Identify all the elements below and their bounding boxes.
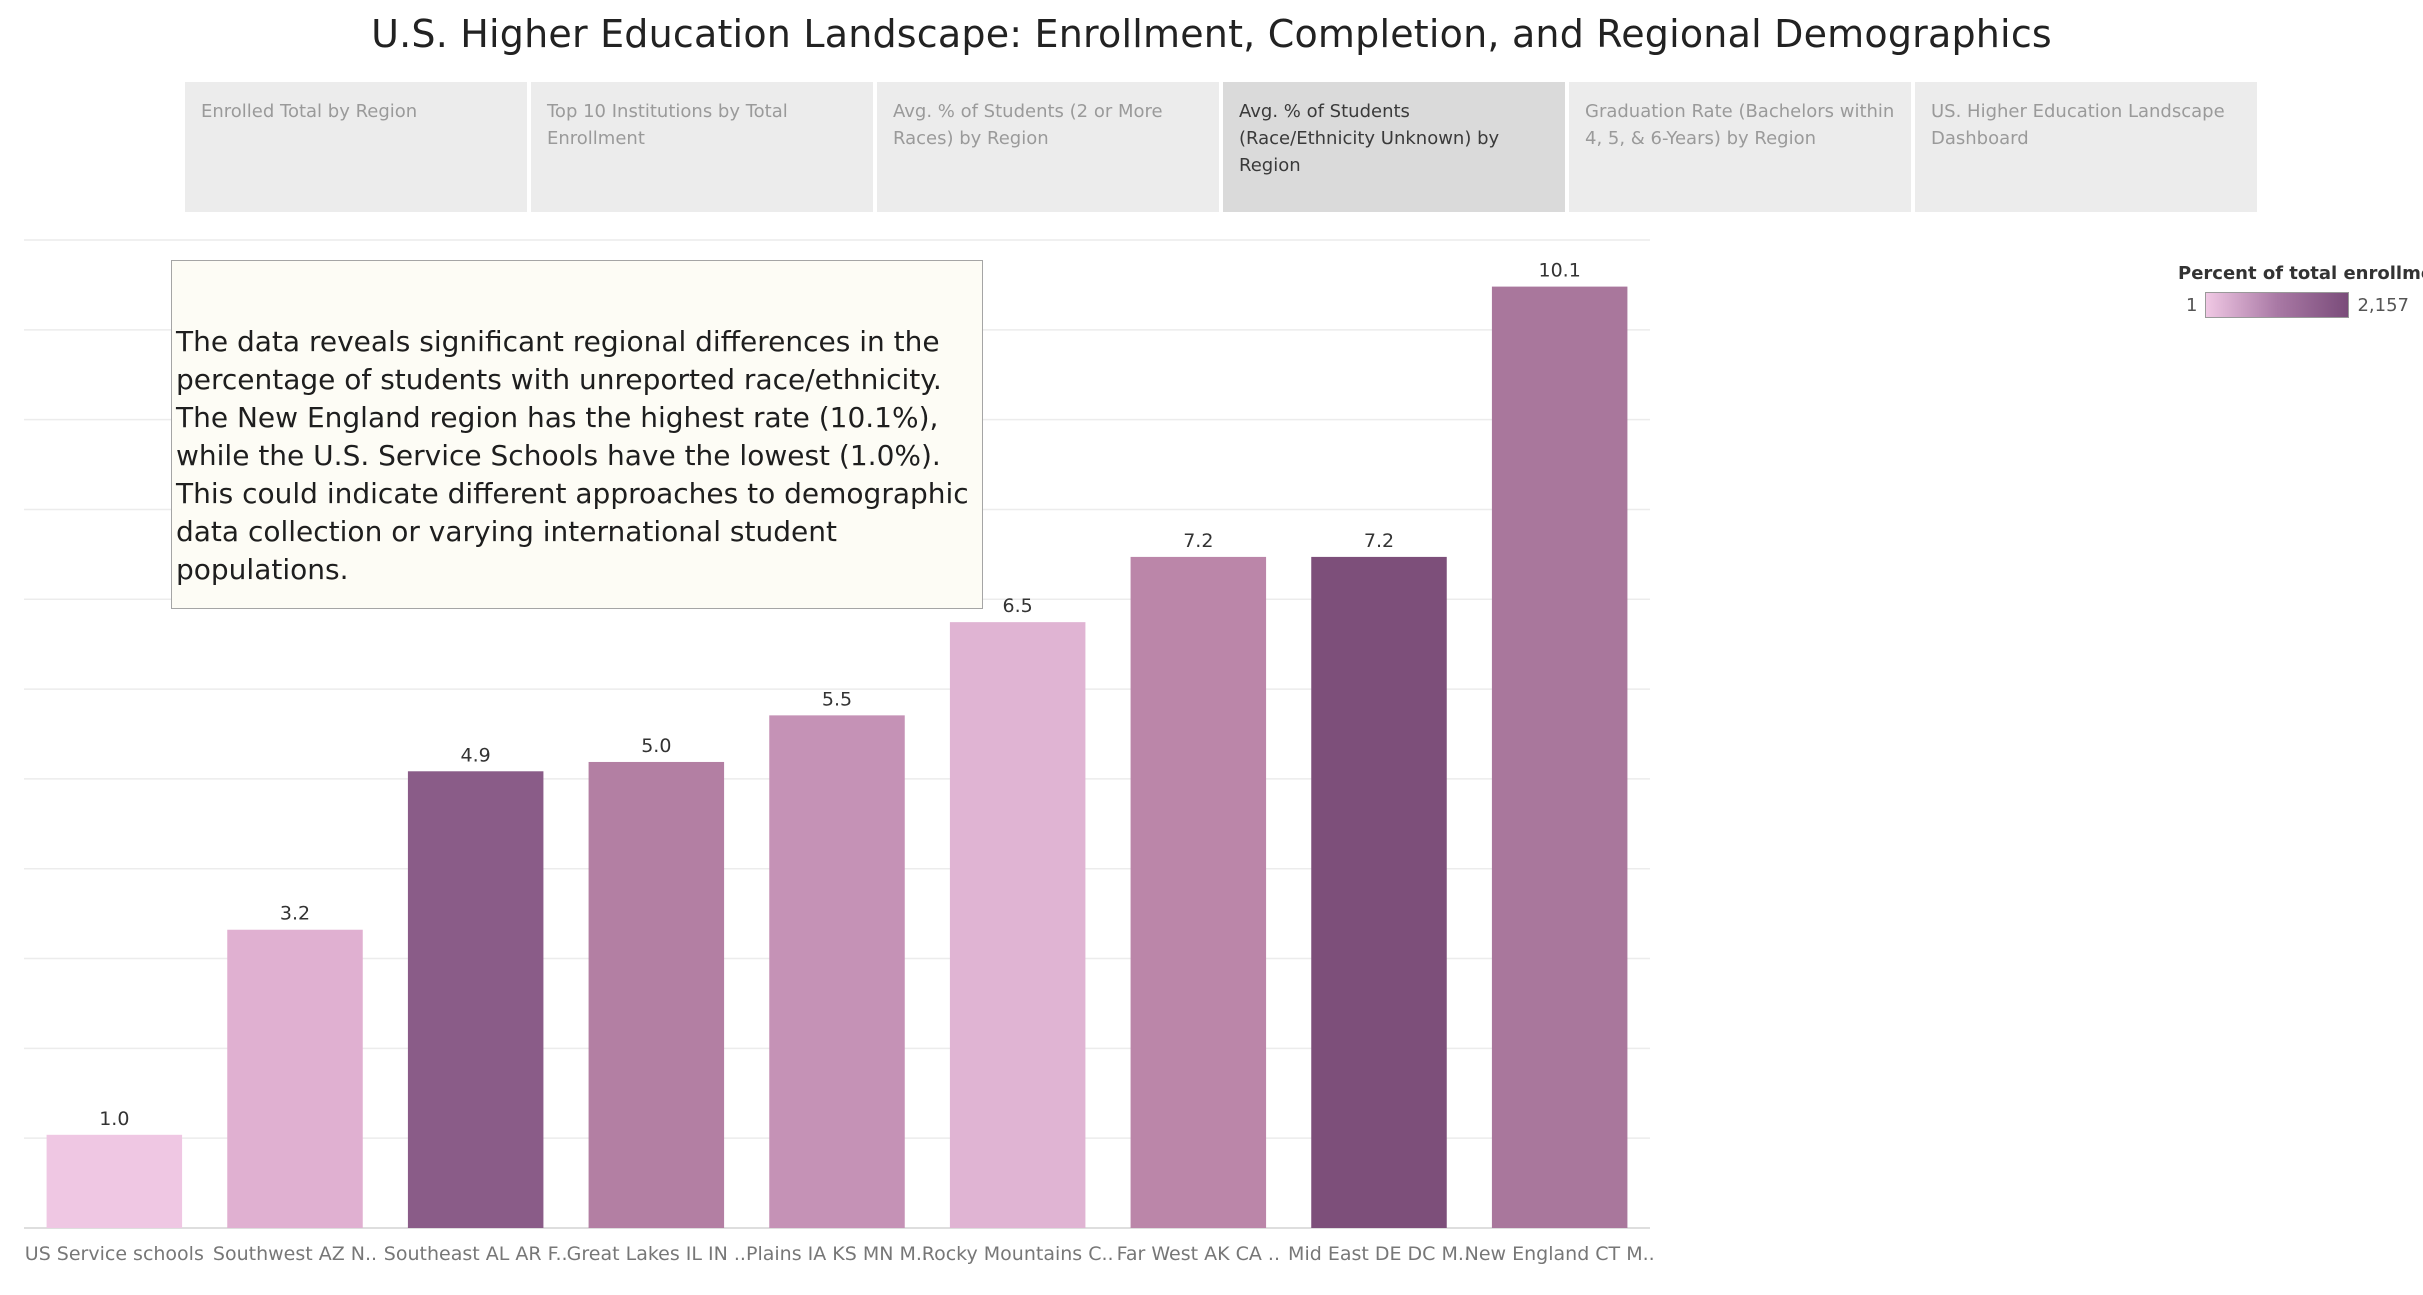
- bar-value-label: 5.0: [641, 735, 671, 757]
- color-legend: Percent of total enrollme.. 1 2,157: [2120, 263, 2423, 318]
- bar-value-label: 4.9: [461, 744, 491, 766]
- bar[interactable]: [769, 715, 905, 1228]
- legend-min-label: 1: [2186, 294, 2198, 316]
- bar[interactable]: [1491, 286, 1628, 1228]
- bar-value-label: 7.2: [1364, 530, 1394, 552]
- bar-value-label: 1.0: [99, 1108, 129, 1130]
- category-labels: US Service schools Southwest AZ N.. Southe…: [25, 1243, 1655, 1265]
- bar-value-label: 6.5: [1003, 595, 1033, 617]
- tab-race-unknown[interactable]: Avg. % of Students (Race/Ethnicity Unkno…: [1223, 82, 1565, 212]
- category-label: US Service schools: [25, 1243, 204, 1265]
- bar[interactable]: [1311, 556, 1447, 1228]
- category-label: Great Lakes IL IN ..: [567, 1243, 746, 1265]
- bar-value-label: 7.2: [1183, 530, 1213, 552]
- legend-title: Percent of total enrollme..: [2178, 263, 2423, 284]
- category-label: Mid East DE DC M..: [1288, 1243, 1470, 1265]
- bar[interactable]: [227, 929, 363, 1228]
- story-tabs: Enrolled Total by Region Top 10 Institut…: [185, 82, 2257, 212]
- bar-value-label: 10.1: [1539, 260, 1581, 282]
- tab-landscape-dashboard[interactable]: US. Higher Education Landscape Dashboard: [1915, 82, 2257, 212]
- bar[interactable]: [407, 771, 544, 1228]
- tab-two-or-more-races[interactable]: Avg. % of Students (2 or More Races) by …: [877, 82, 1219, 212]
- category-label: Far West AK CA ..: [1117, 1243, 1280, 1265]
- bar-value-label: 3.2: [280, 903, 310, 925]
- tab-top-10-institutions[interactable]: Top 10 Institutions by Total Enrollment: [531, 82, 873, 212]
- bar-value-label: 5.5: [822, 688, 852, 710]
- bar[interactable]: [588, 761, 725, 1228]
- category-label: Plains IA KS MN M..: [746, 1243, 928, 1265]
- value-labels: 1.0 3.2 4.9 5.0 5.5 6.5 7.2 7.2 10.1: [99, 260, 1581, 1130]
- category-label: Southeast AL AR F..: [384, 1243, 568, 1265]
- legend-max-label: 2,157: [2357, 294, 2409, 316]
- bar[interactable]: [1130, 556, 1267, 1228]
- page-title: U.S. Higher Education Landscape: Enrollm…: [371, 12, 2052, 56]
- category-label: Rocky Mountains C..: [922, 1243, 1114, 1265]
- bar[interactable]: [949, 622, 1086, 1228]
- bar[interactable]: [46, 1134, 183, 1228]
- legend-color-ramp: [2205, 292, 2350, 318]
- annotation-box: The data reveals significant regional di…: [171, 260, 983, 609]
- bars: [46, 286, 1628, 1228]
- tab-graduation-rate[interactable]: Graduation Rate (Bachelors within 4, 5, …: [1569, 82, 1911, 212]
- annotation-text: The data reveals significant regional di…: [176, 325, 969, 586]
- category-label: Southwest AZ N..: [213, 1243, 377, 1265]
- tab-enrolled-total[interactable]: Enrolled Total by Region: [185, 82, 527, 212]
- category-label: New England CT M..: [1465, 1243, 1655, 1265]
- legend-row: 1 2,157: [2120, 292, 2420, 318]
